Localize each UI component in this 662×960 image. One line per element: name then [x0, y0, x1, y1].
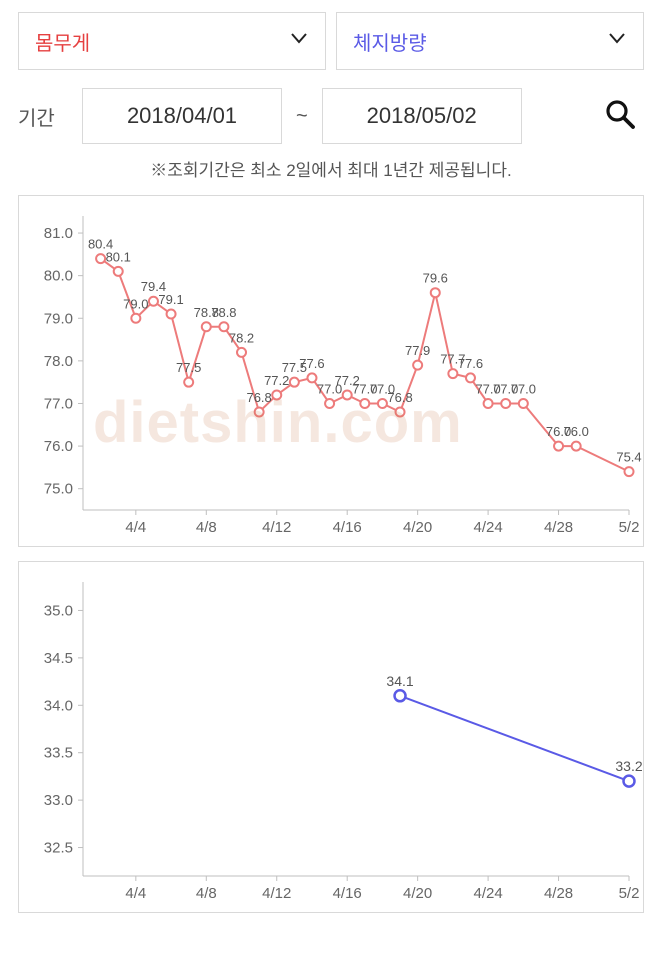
svg-text:4/28: 4/28 [544, 885, 573, 902]
svg-text:79.0: 79.0 [123, 296, 148, 311]
date-start-input[interactable]: 2018/04/01 [82, 88, 282, 144]
svg-text:5/2: 5/2 [619, 885, 640, 902]
metric-select-bodyfat-label: 체지방량 [353, 27, 427, 56]
search-icon [603, 97, 637, 136]
svg-text:78.2: 78.2 [229, 330, 254, 345]
svg-text:34.0: 34.0 [44, 697, 73, 714]
chevron-down-icon [289, 28, 309, 54]
svg-text:77.9: 77.9 [405, 343, 430, 358]
chevron-down-icon [607, 28, 627, 54]
date-start-value: 2018/04/01 [127, 103, 237, 129]
svg-text:78.8: 78.8 [211, 305, 236, 320]
weight-chart: 75.0 76.0 77.0 78.0 79.0 80.0 81.0 4/4 4/8 4/12 4/… [19, 196, 643, 546]
svg-text:4/4: 4/4 [125, 519, 146, 536]
svg-text:77.0: 77.0 [44, 395, 73, 412]
svg-text:4/12: 4/12 [262, 519, 291, 536]
svg-text:76.0: 76.0 [564, 424, 589, 439]
bodyfat-chart-panel: 32.5 33.0 33.5 34.0 34.5 35.0 4/4 4/8 4/12 4/16 4/… [18, 561, 644, 913]
svg-text:79.1: 79.1 [158, 292, 183, 307]
svg-text:4/24: 4/24 [473, 885, 502, 902]
bodyfat-chart: 32.5 33.0 33.5 34.0 34.5 35.0 4/4 4/8 4/12 4/16 4/… [19, 562, 643, 912]
svg-text:77.0: 77.0 [511, 381, 536, 396]
svg-text:77.6: 77.6 [458, 356, 483, 371]
svg-text:32.5: 32.5 [44, 840, 73, 857]
svg-text:4/8: 4/8 [196, 885, 217, 902]
svg-text:4/28: 4/28 [544, 519, 573, 536]
svg-text:78.0: 78.0 [44, 353, 73, 370]
svg-text:80.0: 80.0 [44, 268, 73, 285]
svg-text:4/8: 4/8 [196, 519, 217, 536]
svg-text:35.0: 35.0 [44, 602, 73, 619]
search-button[interactable] [596, 92, 644, 140]
date-end-input[interactable]: 2018/05/02 [322, 88, 522, 144]
svg-text:76.8: 76.8 [387, 390, 412, 405]
svg-text:34.5: 34.5 [44, 650, 73, 667]
svg-text:4/20: 4/20 [403, 885, 432, 902]
svg-text:4/12: 4/12 [262, 885, 291, 902]
svg-text:4/20: 4/20 [403, 519, 432, 536]
metric-select-weight-label: 몸무게 [35, 27, 90, 56]
svg-text:4/24: 4/24 [473, 519, 502, 536]
period-label: 기간 [18, 102, 68, 131]
svg-text:33.5: 33.5 [44, 745, 73, 762]
svg-text:33.0: 33.0 [44, 792, 73, 809]
date-end-value: 2018/05/02 [367, 103, 477, 129]
svg-text:79.0: 79.0 [44, 310, 73, 327]
svg-text:77.6: 77.6 [299, 356, 324, 371]
svg-text:76.0: 76.0 [44, 438, 73, 455]
svg-text:77.5: 77.5 [176, 360, 201, 375]
period-hint: ※조회기간은 최소 2일에서 최대 1년간 제공됩니다. [0, 150, 662, 195]
svg-text:76.8: 76.8 [246, 390, 271, 405]
weight-chart-panel: 75.0 76.0 77.0 78.0 79.0 80.0 81.0 4/4 4/8 4/12 4/… [18, 195, 644, 547]
svg-text:75.4: 75.4 [616, 450, 641, 465]
period-separator: ~ [296, 105, 308, 128]
svg-text:81.0: 81.0 [44, 225, 73, 242]
svg-text:5/2: 5/2 [619, 519, 640, 536]
metric-select-bodyfat[interactable]: 체지방량 [336, 12, 644, 70]
svg-text:34.1: 34.1 [386, 673, 413, 689]
svg-text:79.6: 79.6 [423, 271, 448, 286]
svg-text:4/4: 4/4 [125, 885, 146, 902]
svg-text:75.0: 75.0 [44, 481, 73, 498]
svg-text:77.2: 77.2 [264, 373, 289, 388]
svg-text:4/16: 4/16 [333, 885, 362, 902]
svg-text:80.1: 80.1 [106, 249, 131, 264]
svg-text:4/16: 4/16 [333, 519, 362, 536]
metric-select-weight[interactable]: 몸무게 [18, 12, 326, 70]
svg-text:33.2: 33.2 [615, 758, 642, 774]
